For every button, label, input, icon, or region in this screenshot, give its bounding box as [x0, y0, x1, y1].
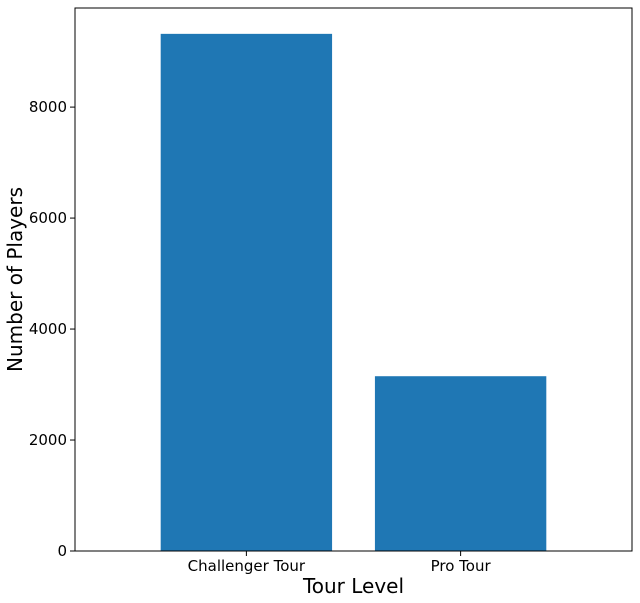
y-tick-label: 4000	[29, 320, 67, 338]
plot-area	[75, 8, 632, 551]
y-axis-title: Number of Players	[3, 187, 27, 372]
y-ticks: 0 2000 4000 6000 8000	[29, 98, 75, 560]
y-tick-label: 0	[57, 542, 67, 560]
bar-challenger-tour	[160, 33, 333, 552]
x-tick-label: Challenger Tour	[188, 557, 306, 575]
x-ticks: Challenger Tour Pro Tour	[188, 551, 492, 575]
x-axis-title: Tour Level	[302, 574, 404, 598]
bars-layer	[160, 33, 547, 552]
y-tick-label: 6000	[29, 209, 67, 227]
y-tick-label: 2000	[29, 431, 67, 449]
plot-frame	[74, 7, 633, 552]
x-tick-label: Pro Tour	[431, 557, 492, 575]
bar-pro-tour	[374, 376, 547, 551]
y-tick-label: 8000	[29, 98, 67, 116]
